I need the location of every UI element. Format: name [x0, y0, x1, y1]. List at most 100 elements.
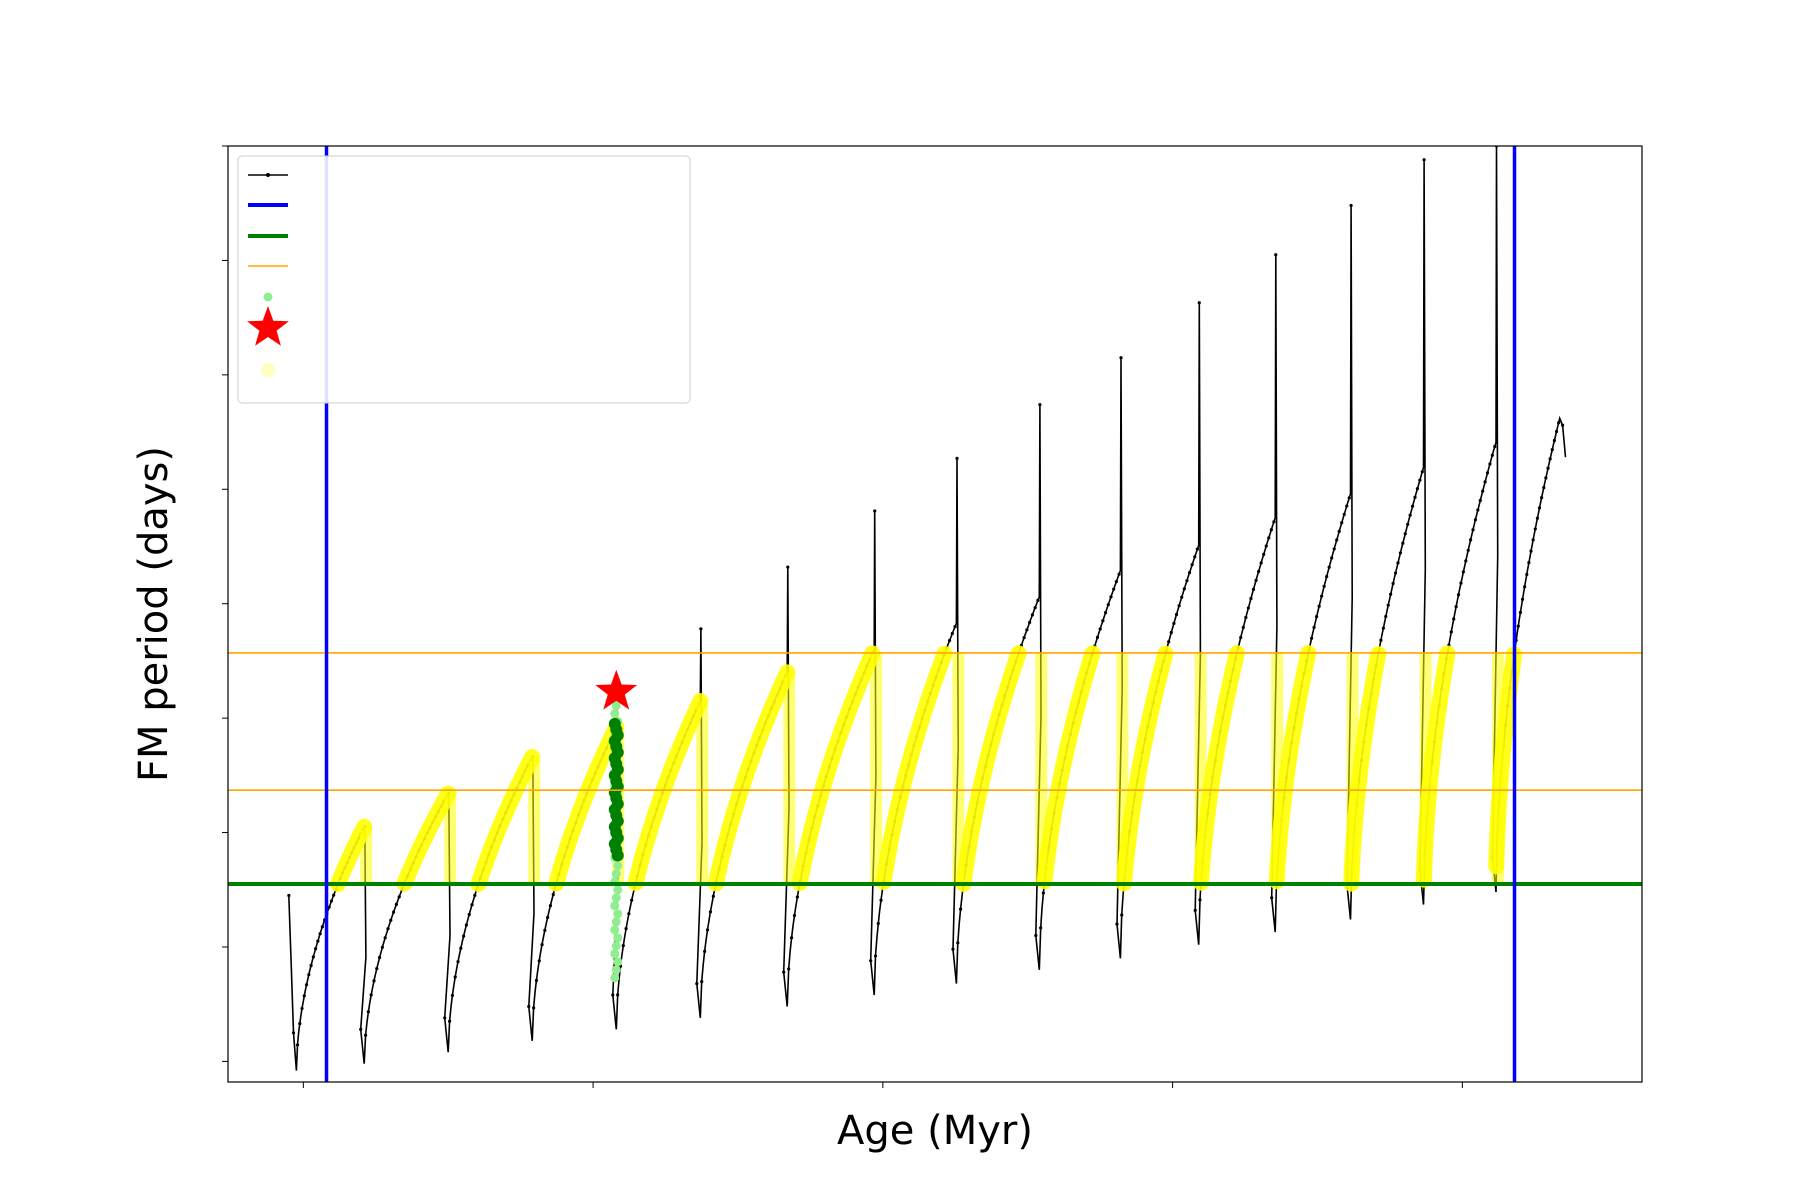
- track-point: [951, 947, 955, 951]
- track-point: [789, 936, 794, 940]
- track-point: [1246, 606, 1250, 610]
- track-point: [453, 975, 457, 979]
- track-point: [291, 1031, 296, 1035]
- track-point: [1182, 587, 1186, 591]
- spline-point: [610, 973, 620, 983]
- track-point: [1322, 584, 1326, 588]
- track-point: [1098, 627, 1102, 631]
- track-point: [307, 973, 311, 977]
- track-point: [1554, 429, 1559, 434]
- intersection-band: [396, 785, 457, 892]
- track-point: [397, 895, 401, 899]
- track-point: [1195, 547, 1199, 551]
- track-point: [795, 895, 799, 899]
- track-point: [1337, 529, 1341, 533]
- track-point: [534, 978, 539, 983]
- track-point: [1516, 624, 1520, 628]
- track-point: [448, 1019, 452, 1023]
- track-point: [1112, 587, 1116, 591]
- legend-handle-dot: [263, 292, 273, 302]
- track-point: [295, 1043, 300, 1047]
- track-point: [1330, 556, 1334, 560]
- track-point: [627, 912, 631, 916]
- track-point: [1325, 575, 1329, 579]
- track-point: [792, 913, 797, 918]
- track-point: [1518, 610, 1522, 615]
- track-point: [1396, 561, 1400, 565]
- track-point: [369, 993, 373, 997]
- track-point: [375, 966, 379, 971]
- track-point: [1345, 504, 1349, 508]
- track-point: [869, 959, 873, 963]
- plot-area: [228, 146, 1642, 1082]
- track-point: [1531, 538, 1535, 542]
- track-point: [1393, 571, 1398, 575]
- track-point: [1384, 614, 1388, 619]
- intersection-band: [1488, 646, 1523, 875]
- track-point: [311, 955, 315, 959]
- track-point: [450, 993, 455, 998]
- track-point: [1454, 605, 1458, 609]
- track-point: [1038, 403, 1042, 407]
- track-point: [1309, 636, 1314, 640]
- track-point: [1254, 578, 1258, 582]
- track-point: [467, 912, 471, 917]
- track-point: [1398, 551, 1403, 555]
- track-point: [699, 627, 703, 631]
- track-point: [956, 941, 960, 945]
- track-point: [1418, 478, 1422, 482]
- track-point: [947, 638, 952, 643]
- track-point: [1256, 569, 1261, 574]
- spline-point: [611, 917, 621, 927]
- spline-point: [610, 925, 620, 935]
- track-point: [1249, 596, 1253, 601]
- track-point: [304, 983, 309, 987]
- track-point: [1420, 470, 1424, 474]
- spline-point: [611, 965, 621, 975]
- track-point: [1478, 498, 1482, 503]
- track-point: [1342, 512, 1346, 516]
- track-point: [316, 939, 320, 943]
- track-point: [1028, 620, 1032, 624]
- track-point: [955, 456, 959, 460]
- track-point: [313, 947, 318, 951]
- track-point: [1389, 592, 1393, 596]
- track-point: [332, 893, 336, 897]
- track-point: [1422, 158, 1426, 162]
- track-point: [1537, 506, 1542, 510]
- track-point: [1174, 612, 1179, 617]
- track-point: [630, 898, 634, 902]
- track-point: [1525, 572, 1529, 577]
- track-point: [1251, 587, 1256, 591]
- track-point: [616, 993, 620, 997]
- track-point: [786, 565, 790, 569]
- track-point: [787, 967, 791, 971]
- track-point: [527, 1004, 531, 1009]
- track-point: [1490, 453, 1494, 457]
- track-point: [876, 921, 880, 926]
- intersection-band: [627, 693, 709, 891]
- track-point: [1550, 447, 1554, 452]
- track-point: [1034, 933, 1038, 938]
- intersection-band: [707, 664, 796, 892]
- track-point: [394, 902, 398, 906]
- track-point: [708, 910, 713, 914]
- intersection-band: [1268, 645, 1317, 890]
- track-point: [1533, 527, 1537, 531]
- axes: [222, 145, 1463, 1088]
- spline-point: [610, 709, 620, 719]
- track-point: [1493, 445, 1497, 449]
- track-point: [1119, 356, 1123, 360]
- track-point: [1408, 513, 1412, 517]
- track-point: [1193, 555, 1197, 559]
- track-point: [1449, 630, 1453, 634]
- track-point: [1401, 541, 1405, 545]
- legend-handle-track-dot: [266, 173, 270, 177]
- track-point: [1561, 423, 1565, 427]
- track-point: [359, 1027, 363, 1031]
- track-point: [1481, 489, 1485, 493]
- track-point: [1120, 913, 1124, 917]
- track-point: [1340, 521, 1344, 525]
- track-point: [1167, 640, 1171, 644]
- track-point: [548, 904, 553, 908]
